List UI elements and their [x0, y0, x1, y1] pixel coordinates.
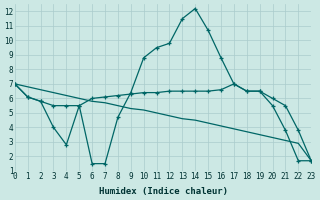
X-axis label: Humidex (Indice chaleur): Humidex (Indice chaleur)	[99, 187, 228, 196]
